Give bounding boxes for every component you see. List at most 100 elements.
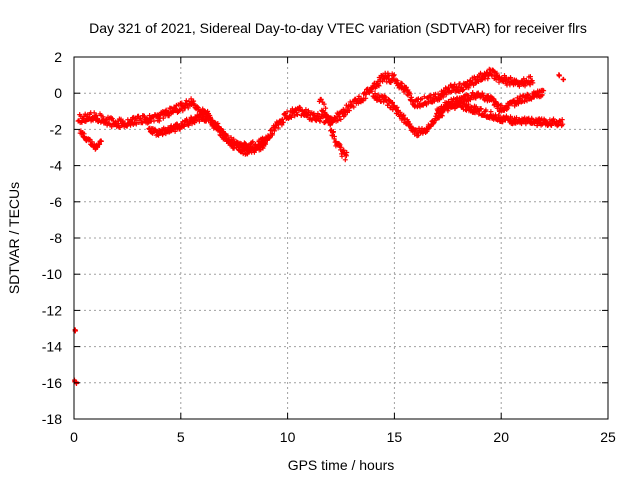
data-point bbox=[539, 92, 545, 98]
x-axis-label: GPS time / hours bbox=[288, 457, 395, 473]
data-point bbox=[294, 112, 300, 118]
data-point bbox=[166, 113, 172, 119]
data-point bbox=[180, 108, 186, 114]
data-point bbox=[525, 93, 531, 99]
data-point bbox=[527, 74, 533, 80]
data-point bbox=[363, 91, 369, 97]
data-point bbox=[322, 110, 328, 115]
data-point bbox=[559, 117, 565, 123]
data-point bbox=[346, 108, 352, 114]
data-point bbox=[183, 98, 189, 104]
data-point bbox=[376, 83, 382, 89]
y-tick-label: -18 bbox=[42, 411, 62, 427]
data-point bbox=[331, 134, 337, 139]
data-point bbox=[225, 133, 231, 139]
data-point bbox=[424, 102, 429, 108]
data-point bbox=[318, 96, 324, 102]
y-tick-label: -14 bbox=[42, 339, 62, 355]
data-point bbox=[133, 121, 139, 127]
data-point bbox=[466, 101, 471, 107]
y-tick-label: -10 bbox=[42, 266, 62, 282]
data-point bbox=[394, 78, 400, 84]
y-tick-label: -8 bbox=[50, 230, 63, 246]
data-point bbox=[416, 132, 422, 138]
data-point bbox=[391, 72, 397, 78]
y-tick-label: -2 bbox=[50, 121, 63, 137]
data-point bbox=[330, 129, 336, 135]
data-point bbox=[194, 104, 200, 110]
data-point bbox=[335, 118, 341, 124]
data-point bbox=[527, 82, 533, 88]
data-point bbox=[390, 100, 395, 105]
data-point bbox=[407, 91, 413, 97]
data-point bbox=[288, 114, 294, 120]
data-point bbox=[325, 113, 331, 119]
data-point bbox=[497, 74, 502, 80]
data-point bbox=[279, 122, 285, 128]
data-point bbox=[530, 80, 536, 86]
data-point bbox=[436, 110, 442, 116]
data-point bbox=[342, 112, 348, 118]
data-point bbox=[433, 117, 439, 123]
data-point bbox=[485, 93, 491, 99]
data-point bbox=[95, 144, 100, 150]
x-tick-label: 20 bbox=[493, 429, 509, 445]
data-point bbox=[386, 73, 392, 78]
data-point bbox=[556, 73, 562, 79]
data-point bbox=[488, 109, 494, 115]
data-point bbox=[499, 103, 505, 109]
data-point bbox=[440, 94, 446, 100]
data-point bbox=[91, 110, 97, 116]
data-point bbox=[280, 119, 286, 125]
x-tick-label: 10 bbox=[280, 429, 296, 445]
data-point bbox=[284, 109, 290, 115]
data-point bbox=[560, 121, 566, 127]
data-layer bbox=[72, 66, 566, 386]
data-point bbox=[514, 115, 519, 121]
data-point bbox=[351, 104, 357, 110]
data-point bbox=[342, 157, 348, 163]
data-point bbox=[323, 105, 329, 111]
data-point bbox=[93, 113, 99, 118]
data-point bbox=[478, 106, 484, 112]
data-point bbox=[338, 144, 344, 150]
data-point bbox=[437, 96, 443, 102]
data-point bbox=[250, 139, 256, 145]
data-point bbox=[292, 113, 298, 119]
grid bbox=[74, 57, 608, 419]
data-point bbox=[156, 118, 162, 124]
data-point bbox=[469, 104, 475, 110]
data-point bbox=[457, 81, 463, 87]
data-point bbox=[491, 68, 497, 74]
data-point bbox=[505, 105, 511, 111]
data-point bbox=[491, 96, 497, 102]
data-point bbox=[401, 112, 407, 118]
data-point bbox=[98, 138, 104, 144]
data-point bbox=[263, 141, 268, 147]
chart-title: Day 321 of 2021, Sidereal Day-to-day VTE… bbox=[89, 20, 587, 36]
data-point bbox=[452, 81, 458, 87]
y-tick-label: -16 bbox=[42, 375, 62, 391]
data-point bbox=[503, 113, 509, 119]
data-point bbox=[315, 111, 321, 117]
data-point bbox=[188, 96, 194, 102]
y-tick-label: -12 bbox=[42, 302, 62, 318]
data-point bbox=[260, 145, 266, 151]
data-point bbox=[394, 104, 400, 110]
data-point bbox=[561, 76, 566, 82]
y-tick-label: 2 bbox=[54, 49, 62, 65]
data-point bbox=[485, 76, 491, 82]
data-point bbox=[344, 150, 350, 155]
data-point bbox=[442, 106, 447, 112]
data-point bbox=[216, 124, 222, 130]
x-tick-label: 25 bbox=[600, 429, 616, 445]
data-point bbox=[421, 94, 427, 100]
data-point bbox=[160, 115, 166, 121]
data-point bbox=[185, 105, 191, 111]
x-tick-label: 5 bbox=[177, 429, 185, 445]
data-point bbox=[321, 101, 327, 107]
data-point bbox=[483, 107, 489, 113]
